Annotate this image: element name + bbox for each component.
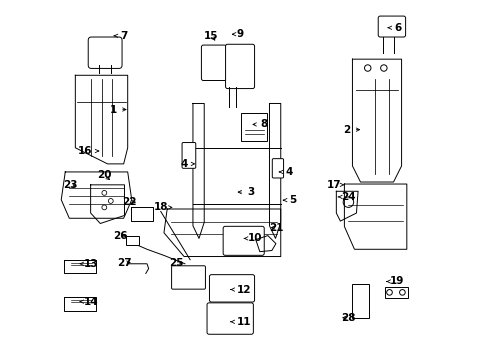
Bar	[241, 113, 267, 140]
FancyBboxPatch shape	[171, 266, 205, 289]
Polygon shape	[61, 172, 131, 218]
Polygon shape	[344, 184, 406, 249]
FancyBboxPatch shape	[225, 44, 254, 89]
Text: 16: 16	[78, 146, 99, 156]
Text: 21: 21	[268, 222, 283, 233]
Text: 15: 15	[204, 31, 218, 41]
Text: 26: 26	[113, 231, 127, 240]
Text: 5: 5	[283, 195, 296, 205]
Text: 12: 12	[230, 284, 250, 294]
Text: 13: 13	[80, 259, 98, 269]
FancyBboxPatch shape	[206, 303, 253, 334]
FancyBboxPatch shape	[88, 37, 122, 68]
Text: 9: 9	[232, 29, 243, 39]
Text: 8: 8	[252, 120, 267, 129]
Text: 3: 3	[238, 187, 254, 197]
Text: 20: 20	[97, 170, 111, 180]
Text: 1: 1	[110, 104, 126, 114]
Text: 17: 17	[326, 180, 344, 190]
Text: 10: 10	[244, 233, 261, 243]
Bar	[352, 284, 368, 318]
Text: 7: 7	[114, 31, 127, 41]
FancyBboxPatch shape	[209, 275, 254, 302]
Text: 23: 23	[63, 180, 78, 190]
FancyBboxPatch shape	[201, 45, 226, 81]
Text: 2: 2	[343, 125, 359, 135]
Bar	[384, 287, 407, 298]
FancyBboxPatch shape	[182, 143, 195, 168]
Text: 14: 14	[80, 297, 98, 307]
Polygon shape	[352, 59, 401, 182]
Polygon shape	[163, 209, 280, 257]
FancyBboxPatch shape	[223, 226, 264, 255]
Text: 24: 24	[338, 192, 355, 202]
Text: 27: 27	[117, 257, 131, 267]
Text: 25: 25	[169, 257, 183, 267]
Polygon shape	[75, 75, 127, 164]
Bar	[125, 237, 138, 245]
FancyBboxPatch shape	[377, 16, 405, 37]
Text: 4: 4	[279, 167, 292, 177]
Text: 4: 4	[180, 159, 194, 169]
Text: 19: 19	[386, 276, 403, 287]
FancyBboxPatch shape	[272, 159, 283, 178]
Text: 28: 28	[341, 313, 355, 323]
Text: 18: 18	[153, 202, 171, 212]
Text: 6: 6	[387, 23, 400, 33]
Text: 22: 22	[122, 197, 137, 207]
Text: 11: 11	[230, 317, 250, 327]
